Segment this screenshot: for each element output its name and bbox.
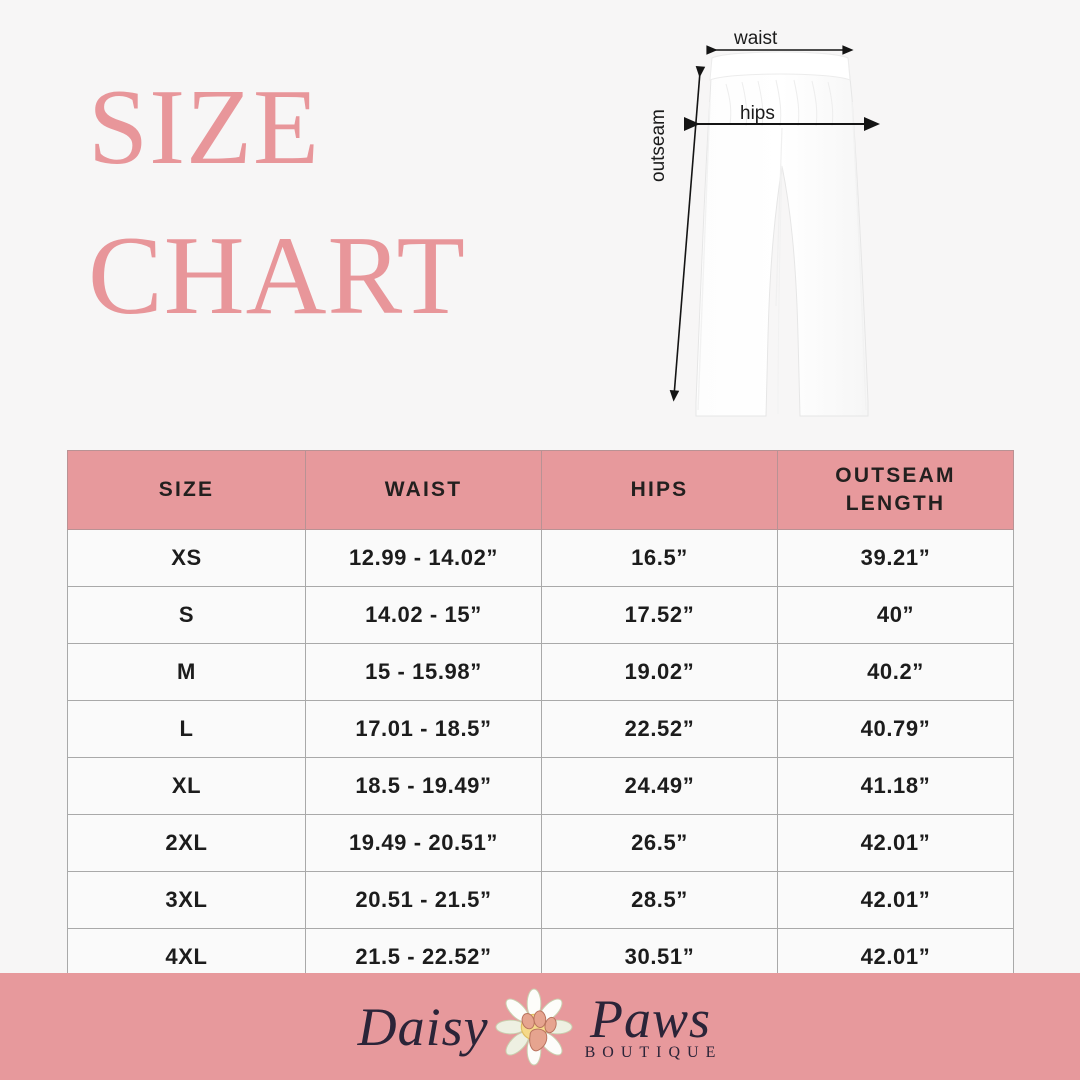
brand-logo: Daisy Paws BOUTIQUE xyxy=(357,987,723,1066)
cell-outseam: 40.2” xyxy=(777,643,1014,701)
cell-outseam: 41.18” xyxy=(777,757,1014,815)
table-row: 2XL 19.49 - 20.51” 26.5” 42.01” xyxy=(67,814,1014,872)
waist-dimension-label: waist xyxy=(734,28,778,49)
cell-waist: 19.49 - 20.51” xyxy=(305,814,542,872)
size-chart-table: SIZE WAIST HIPS OUTSEAM LENGTH XS 12.99 … xyxy=(67,450,1014,986)
cell-outseam: 39.21” xyxy=(777,529,1014,587)
column-header-hips: HIPS xyxy=(541,450,778,530)
pants-center-seam xyxy=(775,127,783,307)
pants-right-side-shade xyxy=(851,101,867,411)
outseam-header-line-1: OUTSEAM xyxy=(835,464,956,488)
table-row: L 17.01 - 18.5” 22.52” 40.79” xyxy=(67,700,1014,758)
pants-body-shape xyxy=(695,51,869,417)
outseam-measure-arrow xyxy=(669,66,706,402)
brand-right-block: Paws BOUTIQUE xyxy=(579,992,723,1062)
cell-hips: 26.5” xyxy=(541,814,778,872)
outseam-dimension-label: outseam xyxy=(648,109,669,182)
paw-print xyxy=(521,1009,557,1051)
cell-size: S xyxy=(67,586,306,644)
page-title: SIZE CHART xyxy=(88,68,518,339)
table-header-row: SIZE WAIST HIPS OUTSEAM LENGTH xyxy=(67,450,1014,530)
table-row: XL 18.5 - 19.49” 24.49” 41.18” xyxy=(67,757,1014,815)
column-header-waist: WAIST xyxy=(305,450,542,530)
cell-hips: 24.49” xyxy=(541,757,778,815)
page-title-line-2: CHART xyxy=(88,214,466,339)
table-row: 3XL 20.51 - 21.5” 28.5” 42.01” xyxy=(67,871,1014,929)
hips-dimension-label: hips xyxy=(740,103,775,124)
cell-hips: 17.52” xyxy=(541,586,778,644)
cell-hips: 16.5” xyxy=(541,529,778,587)
cell-hips: 22.52” xyxy=(541,700,778,758)
cell-size: XL xyxy=(67,757,306,815)
page-title-line-1: SIZE xyxy=(88,68,320,187)
table-row: XS 12.99 - 14.02” 16.5” 39.21” xyxy=(67,529,1014,587)
brand-word-daisy: Daisy xyxy=(357,996,489,1057)
pants-illustration: waist hips outseam xyxy=(630,6,950,436)
cell-hips: 19.02” xyxy=(541,643,778,701)
cell-size: XS xyxy=(67,529,306,587)
cell-waist: 14.02 - 15” xyxy=(305,586,542,644)
cell-waist: 15 - 15.98” xyxy=(305,643,542,701)
cell-waist: 17.01 - 18.5” xyxy=(305,700,542,758)
cell-waist: 12.99 - 14.02” xyxy=(305,529,542,587)
table-body: XS 12.99 - 14.02” 16.5” 39.21” S 14.02 -… xyxy=(67,529,1014,986)
cell-outseam: 42.01” xyxy=(777,871,1014,929)
cell-hips: 28.5” xyxy=(541,871,778,929)
pants-inseam xyxy=(777,165,783,415)
table-row: M 15 - 15.98” 19.02” 40.2” xyxy=(67,643,1014,701)
cell-outseam: 40” xyxy=(777,586,1014,644)
cell-outseam: 42.01” xyxy=(777,814,1014,872)
column-header-outseam-length: OUTSEAM LENGTH xyxy=(777,450,1014,530)
cell-waist: 20.51 - 21.5” xyxy=(305,871,542,929)
cell-size: 2XL xyxy=(67,814,306,872)
cell-size: 3XL xyxy=(67,871,306,929)
outseam-header-line-2: LENGTH xyxy=(845,492,946,515)
table-row: S 14.02 - 15” 17.52” 40” xyxy=(67,586,1014,644)
column-header-size: SIZE xyxy=(67,450,306,530)
cell-size: M xyxy=(67,643,306,701)
footer-brand-bar: Daisy Paws BOUTIQUE xyxy=(0,973,1080,1080)
cell-waist: 18.5 - 19.49” xyxy=(305,757,542,815)
brand-tagline: BOUTIQUE xyxy=(584,1043,723,1061)
pants-diagram-svg xyxy=(669,45,880,417)
brand-word-paws: Paws xyxy=(589,988,711,1049)
cell-size: L xyxy=(67,700,306,758)
cell-outseam: 40.79” xyxy=(777,700,1014,758)
daisy-paw-icon xyxy=(495,987,573,1066)
